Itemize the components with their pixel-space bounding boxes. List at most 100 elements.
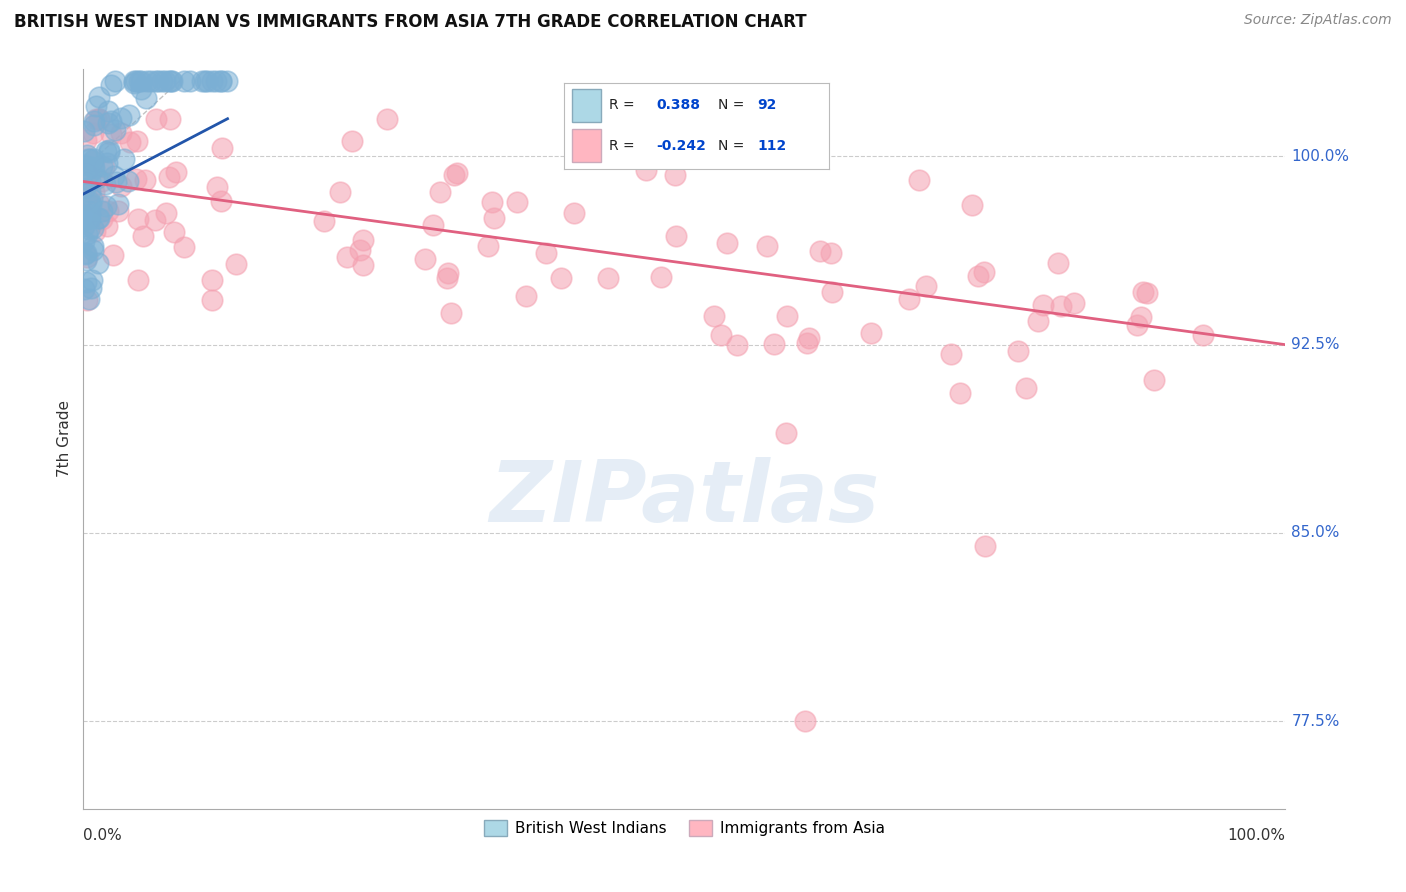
Point (75, 209, 97, 223)
Point (100, 127, 122, 141)
Point (127, 212, 149, 227)
Point (939, 347, 962, 361)
Point (973, 539, 995, 553)
Point (79, 174, 101, 188)
Point (716, 236, 738, 251)
Point (201, 293, 224, 307)
Point (75, 166, 97, 180)
Point (75, 162, 97, 177)
Point (79, 152, 101, 166)
Text: 0.0%: 0.0% (83, 828, 122, 843)
Point (205, 74, 228, 88)
Point (77, 167, 100, 181)
Point (96, 156, 118, 170)
Point (157, 74, 180, 88)
Point (83, 152, 105, 166)
Point (83, 119, 105, 133)
Point (122, 76, 145, 90)
Point (125, 74, 148, 88)
Text: 100.0%: 100.0% (1227, 828, 1285, 843)
Point (84, 224, 107, 238)
Point (75, 253, 97, 268)
Text: 100.0%: 100.0% (1291, 149, 1350, 164)
Point (179, 74, 201, 88)
Point (82, 160, 104, 174)
Point (665, 228, 688, 243)
Point (75, 275, 97, 289)
Point (1132, 285, 1154, 299)
Point (89, 89, 111, 103)
Point (76, 227, 98, 242)
Point (349, 244, 371, 258)
Point (342, 134, 364, 148)
Point (76, 293, 98, 307)
Point (75, 193, 97, 207)
Point (82, 239, 104, 253)
Point (87, 112, 110, 126)
Text: BRITISH WEST INDIAN VS IMMIGRANTS FROM ASIA 7TH GRADE CORRELATION CHART: BRITISH WEST INDIAN VS IMMIGRANTS FROM A… (14, 13, 807, 31)
Point (97, 116, 120, 130)
Point (84, 99, 107, 113)
Point (173, 240, 195, 254)
Point (1143, 373, 1166, 387)
Point (820, 246, 842, 260)
Point (725, 338, 748, 352)
Point (86, 171, 108, 186)
Point (352, 233, 374, 247)
Point (93, 160, 115, 174)
Point (117, 174, 139, 188)
Point (536, 245, 558, 260)
Point (550, 271, 572, 285)
Point (163, 225, 186, 239)
Point (136, 74, 159, 88)
Point (446, 166, 468, 180)
Point (97, 204, 120, 219)
Point (155, 206, 177, 220)
Point (96, 219, 118, 234)
Point (1129, 310, 1152, 325)
Point (94, 144, 117, 158)
Point (413, 252, 436, 266)
Point (505, 194, 527, 209)
Point (710, 328, 733, 343)
Point (1031, 298, 1053, 312)
Point (159, 74, 181, 88)
Point (1046, 256, 1069, 270)
Point (211, 141, 233, 155)
Point (90, 204, 112, 219)
Point (73, 282, 96, 296)
Point (1136, 286, 1159, 301)
Point (1007, 344, 1029, 359)
Point (908, 173, 931, 187)
Point (77, 211, 100, 225)
Point (83, 114, 105, 128)
Point (481, 195, 503, 210)
Point (127, 134, 149, 148)
Point (141, 74, 163, 88)
Point (82, 221, 104, 235)
Point (107, 197, 129, 211)
Point (97, 145, 120, 159)
Point (799, 331, 821, 345)
Point (209, 74, 232, 88)
Point (482, 211, 505, 225)
Point (598, 270, 620, 285)
Point (82, 153, 104, 168)
Point (1191, 327, 1213, 342)
Point (135, 91, 157, 105)
Point (664, 168, 686, 182)
Point (87, 197, 110, 211)
Point (1063, 296, 1085, 310)
Point (73, 181, 96, 195)
Point (79, 185, 101, 199)
Point (145, 74, 167, 88)
Point (165, 165, 187, 179)
Point (103, 169, 125, 183)
Point (776, 309, 799, 323)
Point (75, 186, 97, 201)
Point (80, 273, 103, 287)
Point (73, 124, 96, 138)
Point (162, 74, 184, 88)
Point (329, 186, 352, 200)
Text: Source: ZipAtlas.com: Source: ZipAtlas.com (1244, 13, 1392, 28)
